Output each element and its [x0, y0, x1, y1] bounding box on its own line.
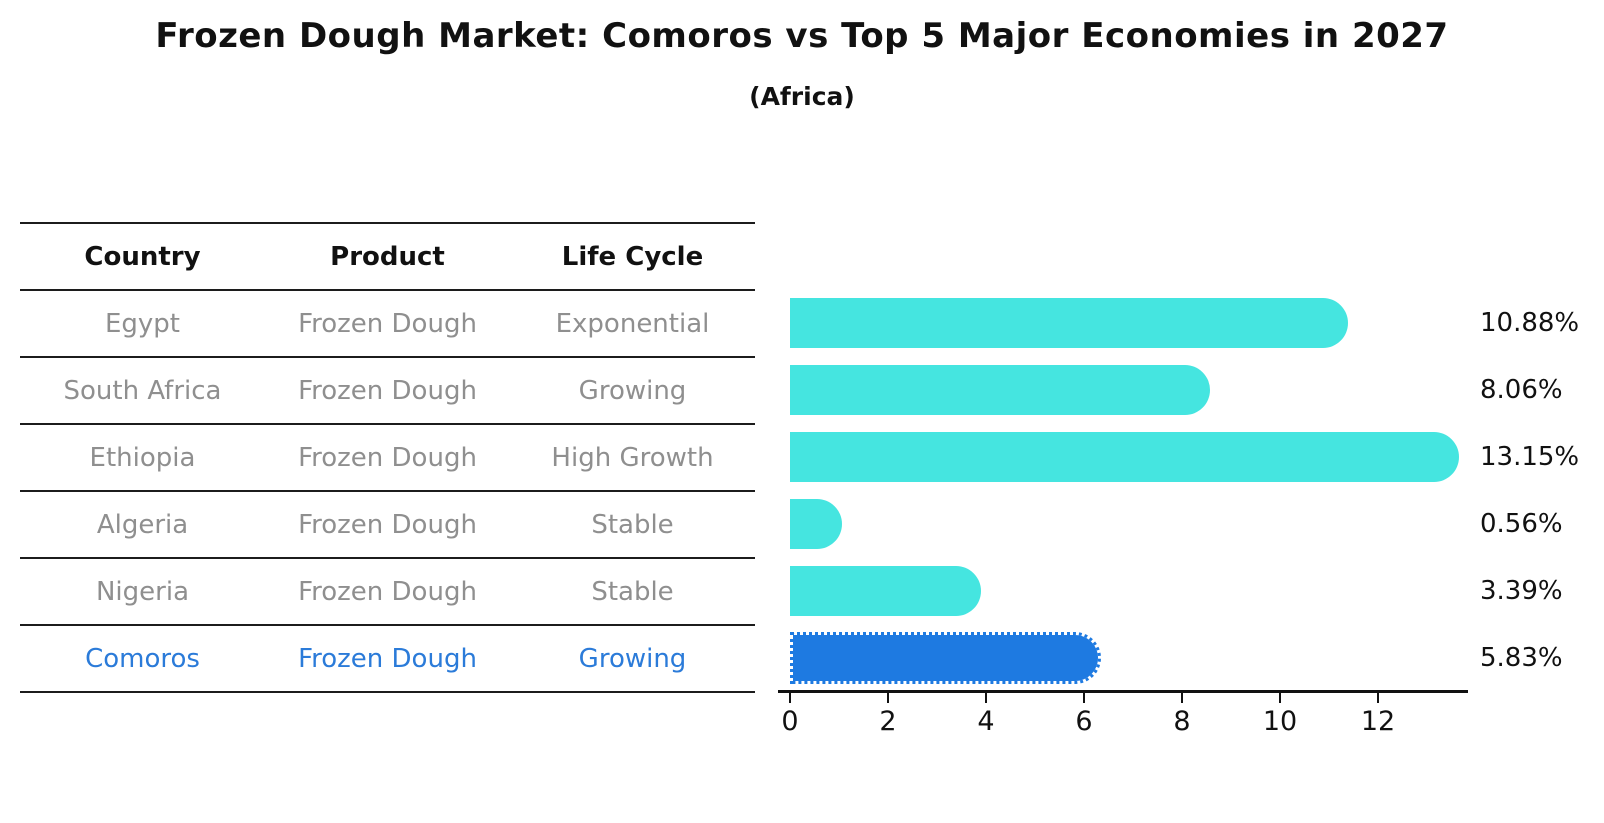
bar-comoros-highlighted: [790, 632, 1101, 684]
column-header-product: Product: [330, 241, 445, 272]
x-axis-tick: [1279, 690, 1281, 703]
x-axis-tick-label: 12: [1360, 706, 1396, 737]
table-row: Algeria Frozen Dough Stable: [20, 492, 755, 559]
cell-product: Frozen Dough: [298, 375, 477, 406]
x-axis-tick: [1181, 690, 1183, 703]
cell-country: Ethiopia: [89, 442, 196, 473]
cell-product: Frozen Dough: [298, 509, 477, 540]
country-info-table: Country Product Life Cycle Egypt Frozen …: [20, 222, 755, 693]
x-axis-tick: [1083, 690, 1085, 703]
cell-life-cycle: Stable: [591, 576, 674, 607]
cell-life-cycle: High Growth: [551, 442, 714, 473]
bar-ethiopia: [790, 432, 1459, 482]
column-header-life-cycle: Life Cycle: [561, 241, 704, 272]
table-row: South Africa Frozen Dough Growing: [20, 358, 755, 425]
x-axis-tick-label: 10: [1262, 706, 1298, 737]
table-row: Egypt Frozen Dough Exponential: [20, 291, 755, 358]
bar-value-label: 8.06%: [1480, 374, 1563, 405]
bar-value-label: 0.56%: [1480, 508, 1563, 539]
x-axis-tick: [1377, 690, 1379, 703]
cell-life-cycle: Exponential: [555, 308, 710, 339]
bar-value-label: 10.88%: [1480, 307, 1580, 338]
chart-title: Frozen Dough Market: Comoros vs Top 5 Ma…: [155, 16, 1449, 56]
bar-south-africa: [790, 365, 1210, 415]
cell-country: Egypt: [104, 308, 181, 339]
x-axis-tick-label: 2: [879, 706, 897, 737]
cell-life-cycle: Growing: [578, 375, 687, 406]
cell-country: South Africa: [63, 375, 222, 406]
cell-life-cycle: Growing: [578, 643, 687, 674]
cell-product: Frozen Dough: [298, 308, 477, 339]
cell-country: Comoros: [85, 643, 200, 674]
x-axis-tick: [789, 690, 791, 703]
x-axis-tick-label: 8: [1173, 706, 1191, 737]
chart-subtitle: (Africa): [749, 82, 855, 111]
cell-product: Frozen Dough: [298, 643, 477, 674]
cell-country: Algeria: [96, 509, 189, 540]
bar-value-label: 13.15%: [1480, 441, 1580, 472]
table-row-comoros-highlighted: Comoros Frozen Dough Growing: [20, 626, 755, 693]
cell-country: Nigeria: [95, 576, 190, 607]
column-header-country: Country: [84, 241, 201, 272]
bar-egypt: [790, 298, 1348, 348]
x-axis-tick: [887, 690, 889, 703]
x-axis-line: [778, 690, 1468, 693]
table-row: Ethiopia Frozen Dough High Growth: [20, 425, 755, 492]
x-axis-tick-label: 6: [1075, 706, 1093, 737]
bar-value-label: 3.39%: [1480, 575, 1563, 606]
cell-product: Frozen Dough: [298, 576, 477, 607]
x-axis-tick-label: 4: [977, 706, 995, 737]
cell-product: Frozen Dough: [298, 442, 477, 473]
cell-life-cycle: Stable: [591, 509, 674, 540]
table-row: Nigeria Frozen Dough Stable: [20, 559, 755, 626]
bar-value-label: 5.83%: [1480, 642, 1563, 673]
x-axis-tick: [985, 690, 987, 703]
table-header-row: Country Product Life Cycle: [20, 224, 755, 291]
bar-nigeria: [790, 566, 981, 616]
bar-algeria: [790, 499, 842, 549]
x-axis-tick-label: 0: [781, 706, 799, 737]
